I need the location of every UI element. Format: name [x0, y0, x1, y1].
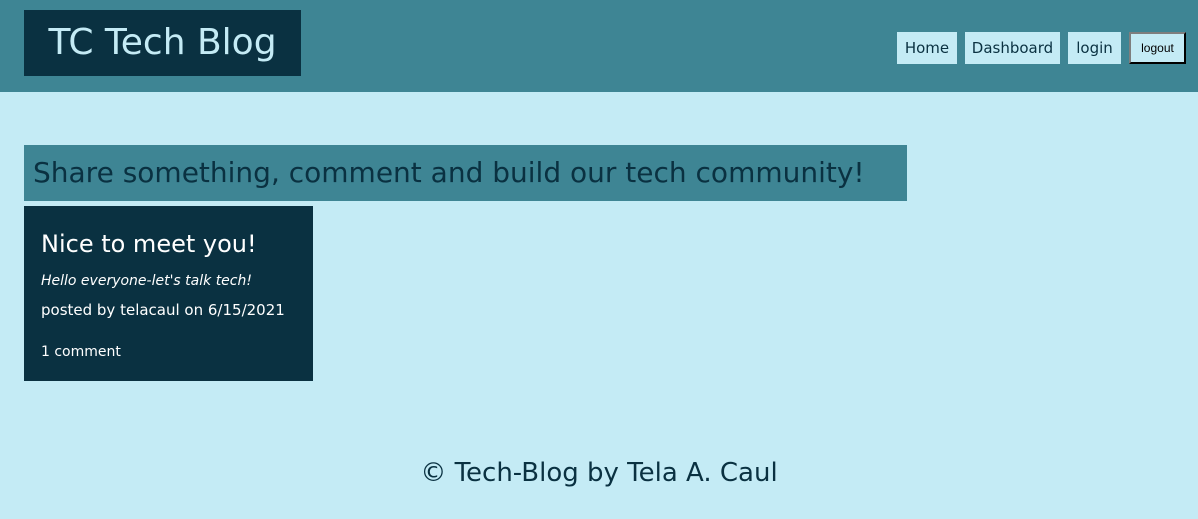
post-card[interactable]: Nice to meet you! Hello everyone-let's t…: [24, 206, 313, 381]
nav-home-link[interactable]: Home: [897, 32, 957, 64]
nav-login-link[interactable]: login: [1068, 32, 1121, 64]
post-body: Hello everyone-let's talk tech!: [41, 273, 252, 289]
site-title-link[interactable]: TC Tech Blog: [24, 10, 301, 76]
post-title[interactable]: Nice to meet you!: [41, 230, 257, 258]
site-header: TC Tech Blog Home Dashboard login logout: [0, 0, 1198, 92]
logout-button[interactable]: logout: [1129, 32, 1186, 64]
site-footer: © Tech-Blog by Tela A. Caul: [420, 458, 778, 488]
page-tagline: Share something, comment and build our t…: [24, 145, 907, 201]
nav-dashboard-link[interactable]: Dashboard: [965, 32, 1060, 64]
post-meta: posted by telacaul on 6/15/2021: [41, 301, 285, 319]
post-comments-link[interactable]: 1 comment: [41, 344, 121, 360]
